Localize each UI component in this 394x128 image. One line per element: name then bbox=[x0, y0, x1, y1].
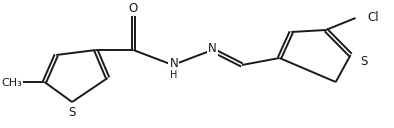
Text: S: S bbox=[361, 55, 368, 68]
Text: N: N bbox=[208, 42, 217, 55]
Text: CH₃: CH₃ bbox=[2, 78, 22, 88]
Text: O: O bbox=[129, 2, 138, 15]
Text: S: S bbox=[69, 106, 76, 119]
Text: Cl: Cl bbox=[367, 11, 379, 24]
Text: H: H bbox=[170, 70, 177, 80]
Text: N: N bbox=[169, 57, 178, 70]
